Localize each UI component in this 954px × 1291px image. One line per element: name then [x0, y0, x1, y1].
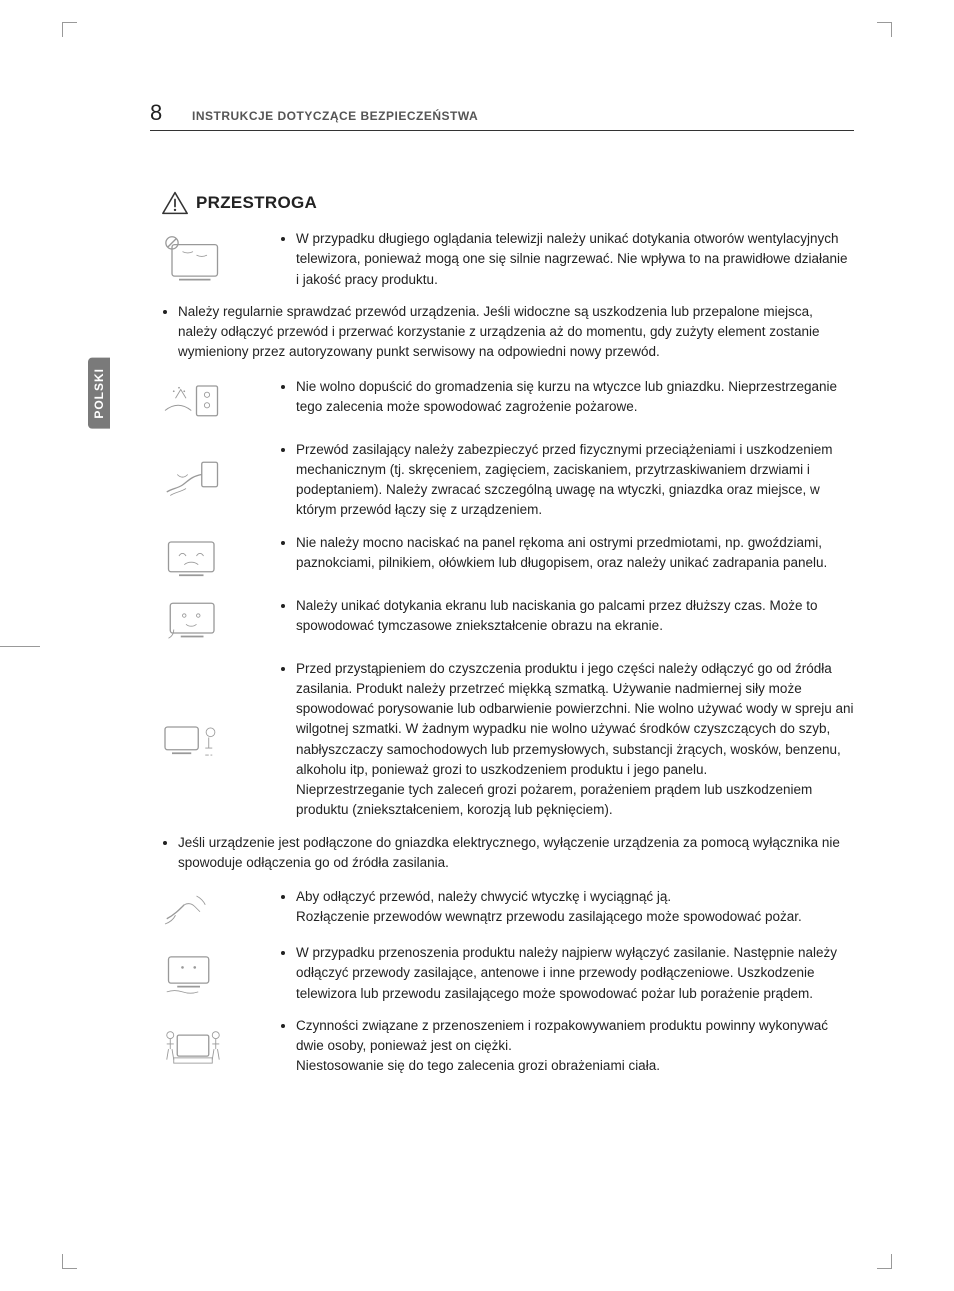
- safety-text: Jeśli urządzenie jest podłączone do gnia…: [178, 833, 854, 874]
- safety-text: Nie należy mocno naciskać na panel rękom…: [296, 533, 854, 574]
- safety-text: Należy unikać dotykania ekranu lub nacis…: [296, 596, 854, 637]
- safety-text: Nie wolno dopuścić do gromadzenia się ku…: [296, 377, 854, 418]
- side-mark: [0, 646, 40, 647]
- safety-text: Należy regularnie sprawdzać przewód urzą…: [178, 302, 854, 363]
- caution-title: PRZESTROGA: [196, 193, 317, 213]
- safety-item: Przed przystąpieniem do czyszczenia prod…: [150, 659, 854, 821]
- page-content: 8 INSTRUKCJE DOTYCZĄCE BEZPIECZEŃSTWA PR…: [150, 100, 854, 1089]
- safety-item-full: Jeśli urządzenie jest podłączone do gnia…: [162, 833, 854, 874]
- crop-mark: [62, 22, 77, 37]
- safety-text: Aby odłączyć przewód, należy chwycić wty…: [296, 887, 854, 928]
- illustration-cleaning-icon: [150, 659, 236, 821]
- safety-item: Nie wolno dopuścić do gromadzenia się ku…: [150, 377, 854, 428]
- safety-item: Należy unikać dotykania ekranu lub nacis…: [150, 596, 854, 647]
- warning-triangle-icon: [162, 191, 188, 215]
- safety-text: Przewód zasilający należy zabezpieczyć p…: [296, 440, 854, 521]
- crop-mark: [877, 1254, 892, 1269]
- crop-mark: [877, 22, 892, 37]
- safety-item: Nie należy mocno naciskać na panel rękom…: [150, 533, 854, 584]
- illustration-press-panel-icon: [150, 533, 236, 584]
- manual-page: POLSKI 8 INSTRUKCJE DOTYCZĄCE BEZPIECZEŃ…: [0, 0, 954, 1291]
- safety-item: Czynności związane z przenoszeniem i roz…: [150, 1016, 854, 1077]
- safety-text: Czynności związane z przenoszeniem i roz…: [296, 1016, 854, 1077]
- page-number: 8: [150, 100, 168, 126]
- safety-text: W przypadku długiego oglądania telewizji…: [296, 229, 854, 290]
- illustration-cord-damage-icon: [150, 440, 236, 521]
- safety-item: W przypadku przenoszenia produktu należy…: [150, 943, 854, 1004]
- illustration-unplug-icon: [150, 887, 236, 931]
- illustration-two-person-carry-icon: [150, 1016, 236, 1077]
- safety-item: W przypadku długiego oglądania telewizji…: [150, 229, 854, 290]
- safety-item-full: Należy regularnie sprawdzać przewód urzą…: [162, 302, 854, 363]
- safety-item: Przewód zasilający należy zabezpieczyć p…: [150, 440, 854, 521]
- safety-item: Aby odłączyć przewód, należy chwycić wty…: [150, 887, 854, 931]
- illustration-disconnect-move-icon: [150, 943, 236, 1004]
- illustration-dust-plug-icon: [150, 377, 236, 428]
- safety-text: Przed przystąpieniem do czyszczenia prod…: [296, 659, 854, 821]
- illustration-touch-screen-icon: [150, 596, 236, 647]
- header-title: INSTRUKCJE DOTYCZĄCE BEZPIECZEŃSTWA: [192, 109, 478, 123]
- safety-text: W przypadku przenoszenia produktu należy…: [296, 943, 854, 1004]
- language-tab: POLSKI: [88, 358, 110, 429]
- caution-heading: PRZESTROGA: [162, 191, 854, 215]
- crop-mark: [62, 1254, 77, 1269]
- page-header: 8 INSTRUKCJE DOTYCZĄCE BEZPIECZEŃSTWA: [150, 100, 854, 131]
- illustration-tv-hot-icon: [150, 229, 236, 290]
